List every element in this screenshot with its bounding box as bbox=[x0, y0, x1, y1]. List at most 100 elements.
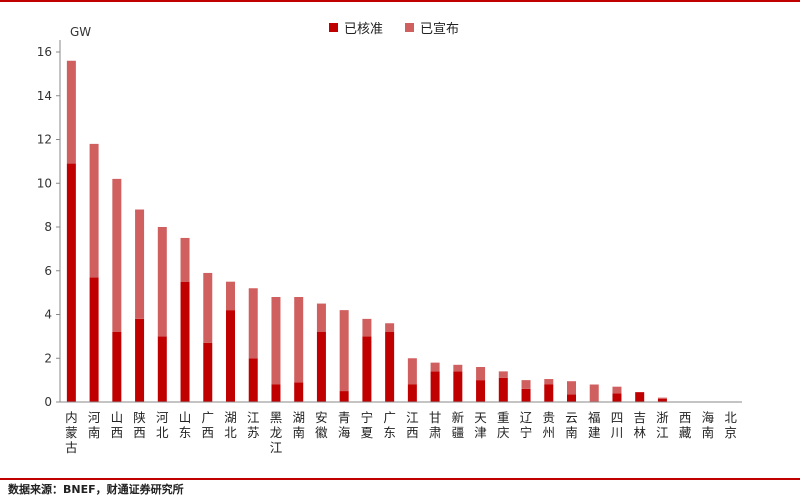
legend-label-approved: 已核准 bbox=[344, 22, 383, 37]
y-axis-unit-label: GW bbox=[70, 25, 91, 39]
bar-approved bbox=[248, 358, 258, 402]
bar-approved bbox=[498, 377, 508, 402]
bar-approved bbox=[385, 332, 395, 402]
bar-announced bbox=[385, 323, 395, 332]
x-tick-label: 天津 bbox=[474, 410, 487, 440]
bar-approved bbox=[66, 163, 76, 402]
x-tick-label: 海南 bbox=[702, 410, 715, 440]
legend-swatch-announced bbox=[405, 23, 414, 32]
bar-announced bbox=[544, 379, 554, 385]
bar-announced bbox=[362, 318, 372, 337]
bar-announced bbox=[294, 297, 304, 383]
x-axis: 内蒙古河南山西陕西河北山东广西湖北江苏黑龙江湖南安徽青海宁夏广东江西甘肃新疆天津… bbox=[60, 401, 742, 455]
bar-announced bbox=[226, 281, 235, 311]
bar-approved bbox=[476, 380, 486, 402]
bar-announced bbox=[248, 288, 258, 359]
bar-approved bbox=[112, 332, 122, 402]
bar-approved bbox=[567, 394, 576, 402]
x-tick-label: 宁夏 bbox=[361, 410, 374, 440]
bar-announced bbox=[180, 237, 190, 282]
x-tick-label: 福建 bbox=[588, 410, 601, 440]
x-tick-label: 贵州 bbox=[543, 410, 556, 440]
bar-announced bbox=[453, 364, 463, 372]
bars bbox=[66, 60, 667, 402]
x-tick-label: 内蒙古 bbox=[65, 410, 78, 455]
bar-announced bbox=[89, 143, 99, 278]
bar-announced bbox=[203, 272, 213, 343]
bar-approved bbox=[407, 384, 417, 402]
bottom-rule bbox=[0, 478, 800, 480]
bar-announced bbox=[476, 367, 486, 381]
bar-approved bbox=[612, 393, 622, 402]
bar-announced bbox=[589, 384, 599, 402]
x-tick-label: 江西 bbox=[406, 410, 419, 440]
y-tick-label: 4 bbox=[44, 308, 52, 322]
y-tick-label: 14 bbox=[37, 89, 52, 103]
x-tick-label: 黑龙江 bbox=[270, 410, 283, 455]
bar-announced bbox=[316, 303, 326, 332]
stacked-bar-chart: 0 2 4 6 8 10 12 14 16 内蒙古河南山西陕西河北山东广西湖北江苏黑龙江湖南安徽… bbox=[37, 21, 742, 455]
x-tick-label: 湖北 bbox=[224, 410, 237, 440]
x-tick-label: 四川 bbox=[611, 410, 624, 440]
bar-announced bbox=[498, 371, 508, 378]
bar-approved bbox=[362, 336, 372, 402]
x-tick-label: 湖南 bbox=[292, 410, 305, 440]
y-tick-label: 6 bbox=[44, 264, 52, 278]
x-tick-label: 重庆 bbox=[497, 410, 510, 440]
x-tick-label: 吉林 bbox=[633, 410, 646, 440]
bar-announced bbox=[66, 60, 76, 164]
x-tick-label: 广西 bbox=[202, 410, 215, 440]
top-rule bbox=[0, 0, 800, 2]
y-tick-label: 12 bbox=[37, 133, 52, 147]
y-axis: 0 2 4 6 8 10 12 14 16 bbox=[37, 40, 61, 409]
x-tick-label: 广东 bbox=[383, 410, 396, 440]
source-note: 数据来源：BNEF，财通证券研究所 bbox=[8, 483, 184, 496]
bar-approved bbox=[180, 281, 190, 402]
bar-approved bbox=[89, 277, 99, 402]
bar-approved bbox=[635, 392, 645, 402]
y-tick-label: 16 bbox=[37, 45, 52, 59]
legend-label-announced: 已宣布 bbox=[420, 21, 459, 37]
y-tick-label: 0 bbox=[44, 395, 52, 409]
bar-announced bbox=[339, 310, 349, 392]
x-tick-label: 安徽 bbox=[315, 410, 328, 440]
x-tick-label: 山西 bbox=[111, 410, 124, 440]
bar-approved bbox=[430, 371, 440, 402]
x-tick-label: 山东 bbox=[179, 410, 192, 440]
x-tick-label: 云南 bbox=[565, 410, 578, 440]
bar-approved bbox=[544, 384, 554, 402]
x-tick-label: 西藏 bbox=[679, 410, 692, 440]
bar-approved bbox=[339, 391, 349, 402]
legend: 已核准 已宣布 bbox=[329, 21, 459, 37]
bar-announced bbox=[612, 386, 622, 394]
x-tick-label: 浙江 bbox=[656, 410, 669, 440]
x-tick-label: 陕西 bbox=[133, 410, 146, 440]
x-tick-label: 甘肃 bbox=[429, 410, 442, 440]
bar-approved bbox=[453, 371, 463, 402]
x-tick-label: 辽宁 bbox=[520, 410, 533, 440]
x-tick-label: 青海 bbox=[338, 410, 351, 440]
bar-approved bbox=[316, 332, 326, 402]
x-tick-label: 新疆 bbox=[452, 410, 465, 440]
y-tick-label: 2 bbox=[44, 351, 52, 365]
x-tick-label: 北京 bbox=[724, 410, 737, 440]
bar-announced bbox=[407, 358, 417, 385]
bar-announced bbox=[157, 227, 167, 337]
bar-announced bbox=[657, 397, 667, 399]
bar-approved bbox=[157, 336, 167, 402]
x-tick-label: 河南 bbox=[88, 410, 101, 440]
bar-announced bbox=[430, 362, 440, 372]
bar-announced bbox=[135, 209, 145, 319]
bar-announced bbox=[521, 380, 531, 389]
x-tick-label: 江苏 bbox=[247, 410, 260, 440]
bar-announced bbox=[567, 381, 576, 395]
bar-approved bbox=[271, 384, 281, 402]
x-tick-label: 河北 bbox=[156, 410, 169, 440]
bar-approved bbox=[294, 382, 304, 402]
bar-approved bbox=[226, 310, 235, 402]
legend-swatch-approved bbox=[329, 23, 338, 32]
bar-announced bbox=[271, 297, 281, 385]
bar-approved bbox=[135, 318, 145, 402]
y-tick-label: 8 bbox=[44, 220, 52, 234]
bar-approved bbox=[521, 388, 531, 402]
